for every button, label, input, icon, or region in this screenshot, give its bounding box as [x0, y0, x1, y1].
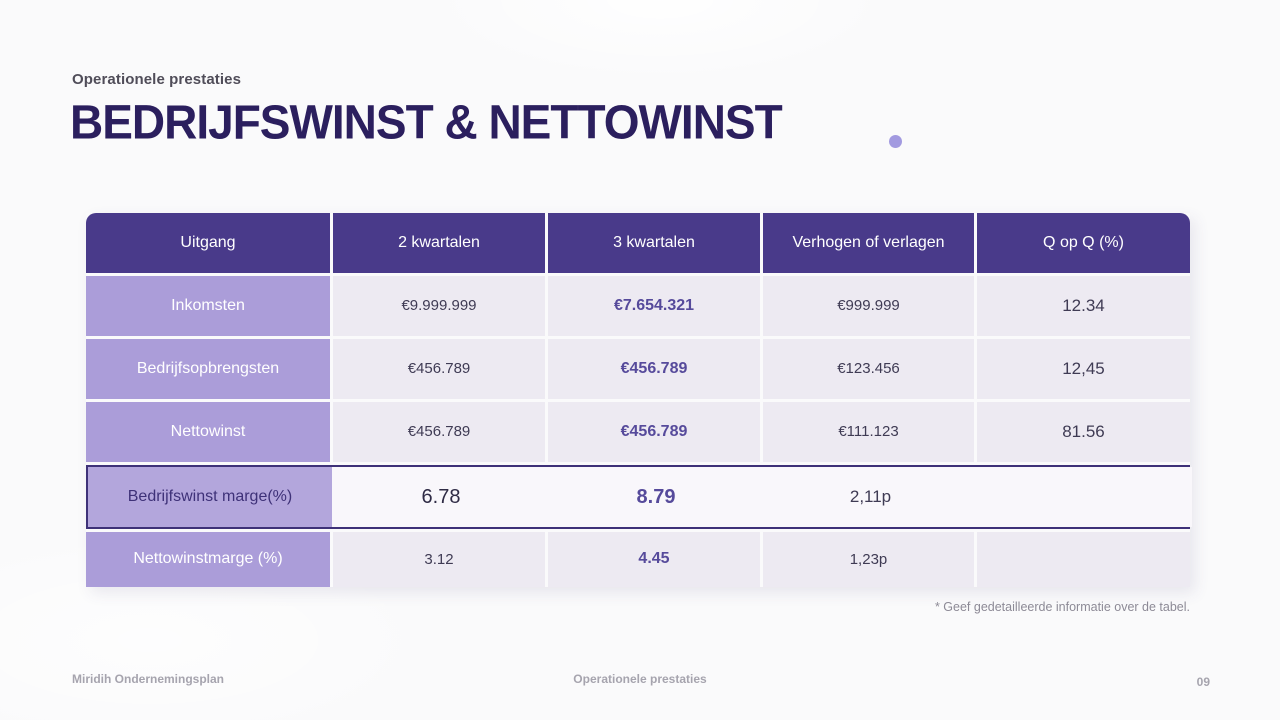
- row-qoq-cell: 81.56: [977, 402, 1190, 462]
- col-header-delta: Verhogen of verlagen: [763, 213, 974, 273]
- table-row: Inkomsten €9.999.999 €7.654.321 €999.999…: [86, 276, 1190, 336]
- row-q2-cell: 3.12: [333, 532, 545, 587]
- table-row: Nettowinstmarge (%) 3.12 4.45 1,23p: [86, 532, 1190, 587]
- row-label-cell: Bedrijfswinst marge(%): [88, 467, 332, 527]
- slide-title: BEDRIJFSWINST & NETTOWINST: [70, 95, 783, 150]
- col-header-qoq: Q op Q (%): [977, 213, 1190, 273]
- row-delta-cell: 2,11p: [765, 467, 976, 527]
- row-delta-cell: €123.456: [763, 339, 974, 399]
- row-label-cell: Nettowinstmarge (%): [86, 532, 330, 587]
- col-header-3kw: 3 kwartalen: [548, 213, 760, 273]
- row-qoq-cell: [977, 532, 1190, 587]
- row-delta-cell: €111.123: [763, 402, 974, 462]
- row-q3-cell: 8.79: [550, 467, 762, 527]
- row-q2-cell: €9.999.999: [333, 276, 545, 336]
- row-label-cell: Inkomsten: [86, 276, 330, 336]
- footer-section-title: Operationele prestaties: [573, 672, 707, 686]
- table-row: Bedrijfswinst marge(%) 6.78 8.79 2,11p: [86, 465, 1192, 529]
- footer-page-number: 09: [1196, 675, 1210, 689]
- footer-doc-title: Miridih Ondernemingsplan: [72, 672, 225, 686]
- col-header-2kw: 2 kwartalen: [333, 213, 545, 273]
- row-q2-cell: 6.78: [335, 467, 547, 527]
- table-row: Nettowinst €456.789 €456.789 €111.123 81…: [86, 402, 1190, 462]
- row-q2-cell: €456.789: [333, 339, 545, 399]
- row-label-cell: Bedrijfsopbrengsten: [86, 339, 330, 399]
- row-q2-cell: €456.789: [333, 402, 545, 462]
- row-q3-cell: €456.789: [548, 402, 760, 462]
- data-table: Uitgang 2 kwartalen 3 kwartalen Verhogen…: [86, 213, 1192, 587]
- row-q3-cell: 4.45: [548, 532, 760, 587]
- row-qoq-cell: 12,45: [977, 339, 1190, 399]
- slide-eyebrow: Operationele prestaties: [72, 71, 242, 88]
- table-grid: Uitgang 2 kwartalen 3 kwartalen Verhogen…: [86, 213, 1192, 587]
- row-qoq-cell: [979, 467, 1192, 527]
- row-label-cell: Nettowinst: [86, 402, 330, 462]
- table-row: Bedrijfsopbrengsten €456.789 €456.789 €1…: [86, 339, 1190, 399]
- col-header-uitgang: Uitgang: [86, 213, 330, 273]
- row-qoq-cell: 12.34: [977, 276, 1190, 336]
- table-header-row: Uitgang 2 kwartalen 3 kwartalen Verhogen…: [86, 213, 1190, 273]
- accent-dot-icon: [889, 135, 902, 148]
- row-q3-cell: €456.789: [548, 339, 760, 399]
- row-delta-cell: €999.999: [763, 276, 974, 336]
- table-footnote: * Geef gedetailleerde informatie over de…: [934, 600, 1190, 614]
- row-q3-cell: €7.654.321: [548, 276, 760, 336]
- row-delta-cell: 1,23p: [763, 532, 974, 587]
